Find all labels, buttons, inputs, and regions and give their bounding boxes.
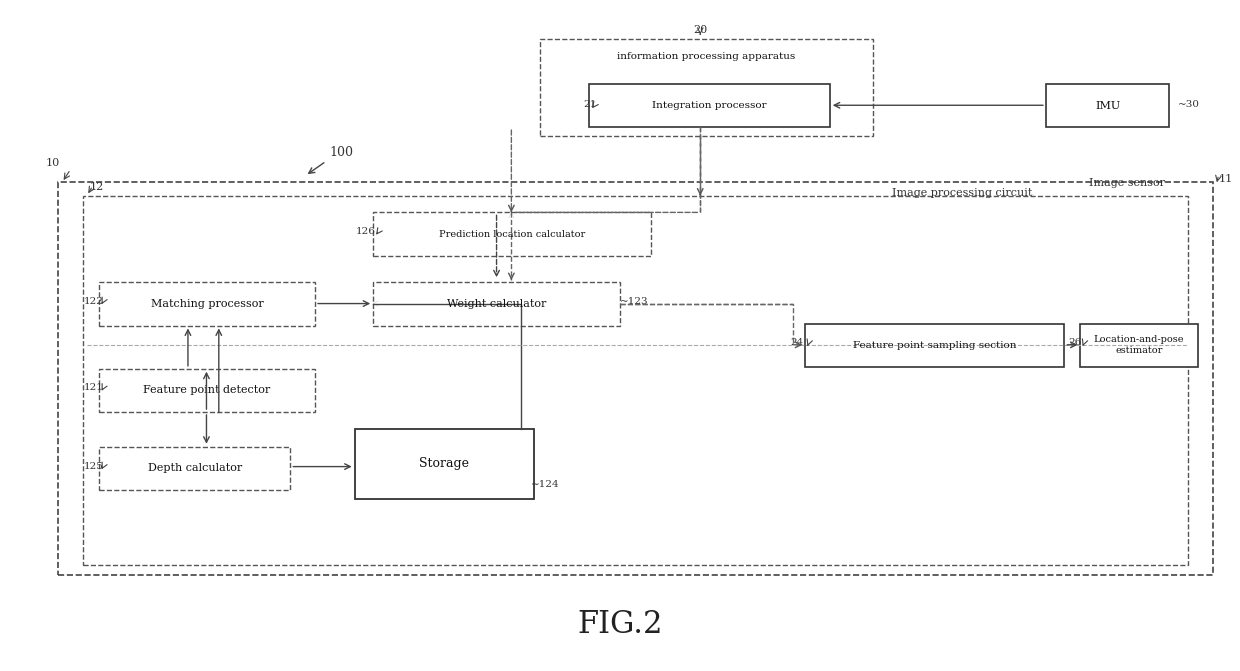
FancyBboxPatch shape [805,323,1064,367]
Text: FIG.2: FIG.2 [578,609,662,640]
Text: 122: 122 [84,297,104,305]
Text: Integration processor: Integration processor [652,101,766,110]
Text: Weight calculator: Weight calculator [446,299,547,309]
Text: 126: 126 [356,227,376,236]
FancyBboxPatch shape [539,40,873,136]
Text: Prediction location calculator: Prediction location calculator [439,229,585,238]
FancyBboxPatch shape [99,369,315,412]
Text: 26: 26 [1068,338,1081,348]
Text: Feature point detector: Feature point detector [144,385,270,395]
Text: Feature point sampling section: Feature point sampling section [853,341,1017,350]
FancyBboxPatch shape [373,213,651,256]
FancyBboxPatch shape [1045,84,1169,127]
Text: 12: 12 [89,183,103,193]
Text: 100: 100 [330,146,353,159]
Text: 121: 121 [84,383,104,392]
Text: 125: 125 [84,462,104,470]
FancyBboxPatch shape [355,429,533,499]
Text: information processing apparatus: information processing apparatus [618,52,796,60]
FancyBboxPatch shape [1080,323,1198,367]
Text: 10: 10 [46,158,61,168]
FancyBboxPatch shape [373,282,620,325]
Text: ~123: ~123 [620,297,649,306]
Text: Image processing circuit: Image processing circuit [892,188,1032,198]
FancyBboxPatch shape [58,183,1213,575]
Text: 24: 24 [790,338,804,348]
Text: 20: 20 [693,25,707,35]
Text: Storage: Storage [419,457,469,470]
Text: Image sensor: Image sensor [1089,178,1166,188]
FancyBboxPatch shape [99,447,290,490]
FancyBboxPatch shape [83,196,1188,565]
Text: Location-and-pose
estimator: Location-and-pose estimator [1094,336,1184,355]
Text: IMU: IMU [1095,101,1120,111]
FancyBboxPatch shape [589,84,830,127]
Text: Depth calculator: Depth calculator [148,463,242,473]
Text: ~30: ~30 [1178,100,1200,109]
Text: 11: 11 [1219,174,1233,185]
Text: ~124: ~124 [531,480,559,489]
Text: 21: 21 [583,100,596,109]
FancyBboxPatch shape [99,282,315,325]
Text: Matching processor: Matching processor [151,299,263,309]
